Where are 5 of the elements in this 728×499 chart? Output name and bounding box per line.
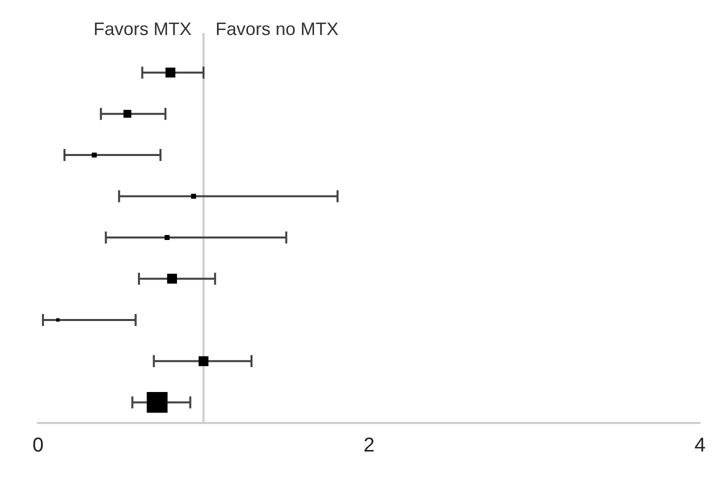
annotation: Favors no MTX — [216, 18, 339, 39]
x-tick-label: 4 — [694, 434, 706, 457]
annotation: Favors MTX — [93, 18, 192, 39]
x-tick-label: 2 — [363, 434, 375, 457]
x-tick-label: 0 — [32, 434, 44, 457]
